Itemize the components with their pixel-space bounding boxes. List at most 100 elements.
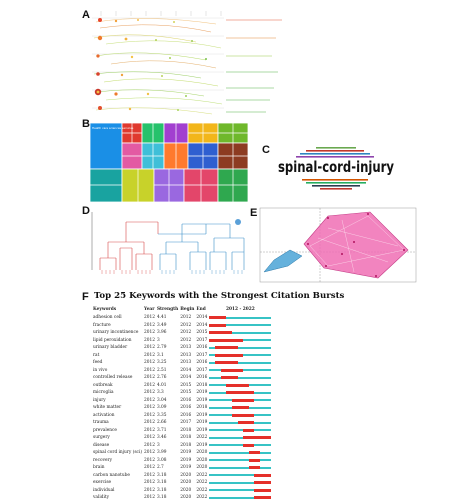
burst-bar [209, 316, 227, 320]
keyword-cell: disease [93, 442, 110, 448]
strength-cell: 3.96 [156, 330, 167, 335]
end-cell: 2019 [196, 397, 208, 403]
panel-label-a: A [82, 9, 90, 21]
year-cell: 2012 [144, 465, 155, 470]
strength-cell: 4.41 [156, 315, 167, 320]
timeline-nodes [94, 18, 207, 111]
treemap-figure: Health care sciences services [89, 122, 249, 203]
burst-bar [226, 391, 255, 395]
begin-cell: 2018 [180, 435, 192, 440]
panel-label-c: C [262, 144, 270, 156]
strength-cell: 3.18 [156, 495, 167, 500]
keyword-cell: brain [93, 465, 105, 470]
strategic-points [307, 213, 405, 277]
end-cell: 2019 [196, 412, 208, 418]
word-cloud-main-word: spinal-cord-injury [278, 158, 394, 176]
begin-cell: 2016 [180, 397, 192, 403]
table-row: lipid peroxidation 2012 3 2012 2017 [92, 337, 272, 345]
table-row: feed 2012 3.25 2013 2016 [92, 359, 272, 367]
table-row: trauma 2012 2.66 2017 2019 [92, 419, 272, 427]
burst-timeline [209, 361, 272, 365]
begin-cell: 2013 [180, 360, 192, 365]
burst-bar [254, 496, 272, 500]
begin-cell: 2020 [180, 495, 192, 500]
strength-cell: 3.71 [156, 427, 167, 433]
burst-bar [209, 323, 227, 327]
burst-timeline [209, 406, 272, 410]
strategic-hull-blue [263, 249, 303, 273]
keyword-cell: rat [93, 352, 100, 358]
table-row: recovery 2012 3.08 2019 2020 [92, 457, 272, 465]
year-cell: 2012 [144, 405, 155, 410]
burst-timeline [209, 451, 272, 455]
table-row: adhesion cell 2012 4.41 2012 2014 [92, 314, 272, 322]
keyword-cell: recovery [93, 457, 113, 463]
burst-timeline [209, 436, 272, 440]
table-row: carbon nanotube 2012 3.18 2020 2022 [92, 472, 272, 480]
begin-cell: 2019 [180, 450, 192, 455]
burst-bar [220, 368, 244, 372]
year-cell: 2012 [144, 367, 155, 373]
year-cell: 2012 [144, 330, 155, 335]
begin-cell: 2012 [180, 322, 192, 328]
year-cell: 2012 [144, 435, 155, 440]
strength-cell: 2.76 [156, 375, 167, 380]
panel-label-b: B [82, 118, 90, 130]
end-cell: 2018 [196, 405, 208, 410]
burst-timeline [209, 398, 272, 402]
strength-cell: 2.66 [156, 420, 167, 425]
end-cell: 2016 [196, 345, 208, 350]
end-cell: 2022 [196, 495, 208, 500]
end-cell: 2022 [196, 480, 208, 485]
end-cell: 2019 [196, 427, 208, 433]
strength-cell: 3 [156, 442, 160, 448]
treemap-subdivisions [90, 123, 248, 202]
keyword-cell: trauma [93, 420, 109, 425]
dendrogram-logo-icon [235, 219, 241, 225]
strength-cell: 3.49 [156, 322, 167, 328]
strength-cell: 2.51 [156, 367, 167, 373]
burst-timeline [209, 323, 272, 327]
burst-bar [220, 376, 238, 380]
year-cell: 2012 [144, 322, 155, 328]
panel-label-d: D [82, 205, 90, 217]
year-cell: 2012 [144, 420, 155, 425]
timeline-year-ticks [100, 11, 222, 16]
table-row: injury 2012 3.04 2016 2019 [92, 397, 272, 405]
burst-bar [209, 338, 244, 342]
table-row: brain 2012 2.7 2019 2020 [92, 464, 272, 472]
header-keywords: Keywords [93, 306, 117, 312]
keyword-cell: injury [93, 397, 106, 403]
strength-cell: 3.18 [156, 480, 167, 485]
header-strength: Strength [156, 306, 179, 312]
keyword-cell: prevalence [93, 427, 117, 433]
end-cell: 2017 [196, 367, 208, 373]
word-cloud-svg: spinal-cord-injury [278, 147, 394, 190]
end-cell: 2020 [196, 465, 208, 470]
burst-timeline [209, 316, 272, 320]
strategic-hull-pink [303, 211, 409, 279]
strength-cell: 3.35 [156, 412, 167, 418]
table-row: controlled release 2012 2.76 2014 2016 [92, 374, 272, 382]
burst-timeline [209, 488, 272, 492]
keyword-cell: urinary incontinence [93, 330, 139, 335]
table-row: outbreak 2012 4.01 2015 2018 [92, 382, 272, 390]
strength-cell: 3.99 [156, 450, 167, 455]
begin-cell: 2016 [180, 405, 192, 410]
end-cell: 2014 [196, 315, 208, 320]
end-cell: 2017 [196, 337, 208, 343]
begin-cell: 2018 [180, 442, 192, 448]
strength-cell: 3.25 [156, 360, 167, 365]
burst-bar [243, 428, 255, 432]
begin-cell: 2014 [180, 375, 192, 380]
treemap-cell-label: Health care sciences services [92, 126, 134, 130]
timeline-links [93, 18, 223, 115]
burst-timeline [209, 421, 272, 425]
end-cell: 2019 [196, 442, 208, 448]
keyword-cell: individual [93, 487, 115, 493]
burst-bar [248, 466, 261, 470]
burst-bar [248, 458, 261, 462]
begin-cell: 2020 [180, 487, 192, 493]
strength-cell: 3.04 [156, 397, 167, 403]
begin-cell: 2019 [180, 465, 192, 470]
